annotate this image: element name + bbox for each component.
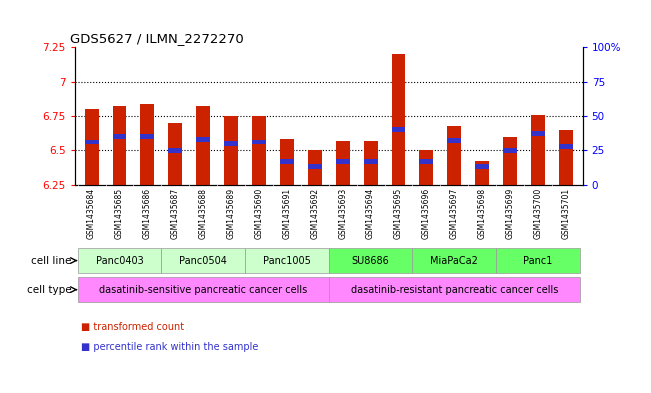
Text: GSM1435700: GSM1435700 xyxy=(534,188,542,239)
Text: GSM1435698: GSM1435698 xyxy=(478,188,487,239)
Bar xyxy=(85,140,98,145)
Text: dasatinib-resistant pancreatic cancer cells: dasatinib-resistant pancreatic cancer ce… xyxy=(351,285,558,295)
Text: Panc1: Panc1 xyxy=(523,255,553,266)
Bar xyxy=(391,127,406,132)
Text: GSM1435696: GSM1435696 xyxy=(422,188,431,239)
Bar xyxy=(531,114,545,185)
Bar xyxy=(85,109,98,185)
Bar xyxy=(447,125,462,185)
Bar xyxy=(224,116,238,185)
Bar xyxy=(141,103,154,185)
Text: GSM1435684: GSM1435684 xyxy=(87,188,96,239)
Bar xyxy=(224,141,238,146)
Bar xyxy=(113,134,126,139)
Bar xyxy=(336,159,350,164)
Bar xyxy=(364,141,378,185)
Bar xyxy=(503,136,517,185)
Bar xyxy=(329,277,580,302)
Bar xyxy=(196,106,210,185)
Text: SU8686: SU8686 xyxy=(352,255,389,266)
Text: GDS5627 / ILMN_2272270: GDS5627 / ILMN_2272270 xyxy=(70,31,243,44)
Bar xyxy=(447,138,462,143)
Bar xyxy=(559,130,573,185)
Bar xyxy=(336,141,350,185)
Bar xyxy=(113,106,126,185)
Bar xyxy=(77,277,329,302)
Text: GSM1435686: GSM1435686 xyxy=(143,188,152,239)
Bar xyxy=(419,159,434,164)
Text: GSM1435685: GSM1435685 xyxy=(115,188,124,239)
Text: GSM1435691: GSM1435691 xyxy=(283,188,292,239)
Bar xyxy=(252,116,266,185)
Text: GSM1435701: GSM1435701 xyxy=(561,188,570,239)
Text: GSM1435690: GSM1435690 xyxy=(255,188,264,239)
Bar xyxy=(496,248,580,273)
Text: GSM1435687: GSM1435687 xyxy=(171,188,180,239)
Bar xyxy=(531,131,545,136)
Bar xyxy=(413,248,496,273)
Bar xyxy=(196,137,210,142)
Text: Panc0403: Panc0403 xyxy=(96,255,143,266)
Text: Panc0504: Panc0504 xyxy=(179,255,227,266)
Text: cell type: cell type xyxy=(27,285,72,295)
Text: GSM1435697: GSM1435697 xyxy=(450,188,459,239)
Text: ■ percentile rank within the sample: ■ percentile rank within the sample xyxy=(81,342,258,352)
Text: Panc1005: Panc1005 xyxy=(263,255,311,266)
Bar xyxy=(245,248,329,273)
Text: GSM1435699: GSM1435699 xyxy=(506,188,514,239)
Bar xyxy=(280,159,294,164)
Text: GSM1435692: GSM1435692 xyxy=(311,188,319,239)
Bar xyxy=(169,148,182,153)
Text: ■ transformed count: ■ transformed count xyxy=(81,322,184,332)
Bar xyxy=(475,161,489,185)
Text: GSM1435688: GSM1435688 xyxy=(199,188,208,239)
Bar xyxy=(161,248,245,273)
Text: GSM1435694: GSM1435694 xyxy=(366,188,375,239)
Bar xyxy=(419,150,434,185)
Bar xyxy=(169,123,182,185)
Bar xyxy=(252,140,266,145)
Bar xyxy=(308,164,322,169)
Text: cell line: cell line xyxy=(31,255,72,266)
Bar xyxy=(329,248,413,273)
Text: dasatinib-sensitive pancreatic cancer cells: dasatinib-sensitive pancreatic cancer ce… xyxy=(99,285,307,295)
Bar xyxy=(391,54,406,185)
Bar xyxy=(475,164,489,169)
Text: GSM1435695: GSM1435695 xyxy=(394,188,403,239)
Text: GSM1435689: GSM1435689 xyxy=(227,188,236,239)
Text: GSM1435693: GSM1435693 xyxy=(339,188,347,239)
Bar xyxy=(503,148,517,153)
Bar xyxy=(77,248,161,273)
Text: MiaPaCa2: MiaPaCa2 xyxy=(430,255,478,266)
Bar xyxy=(559,144,573,149)
Bar xyxy=(141,134,154,139)
Bar xyxy=(308,150,322,185)
Bar xyxy=(280,139,294,185)
Bar xyxy=(364,159,378,164)
